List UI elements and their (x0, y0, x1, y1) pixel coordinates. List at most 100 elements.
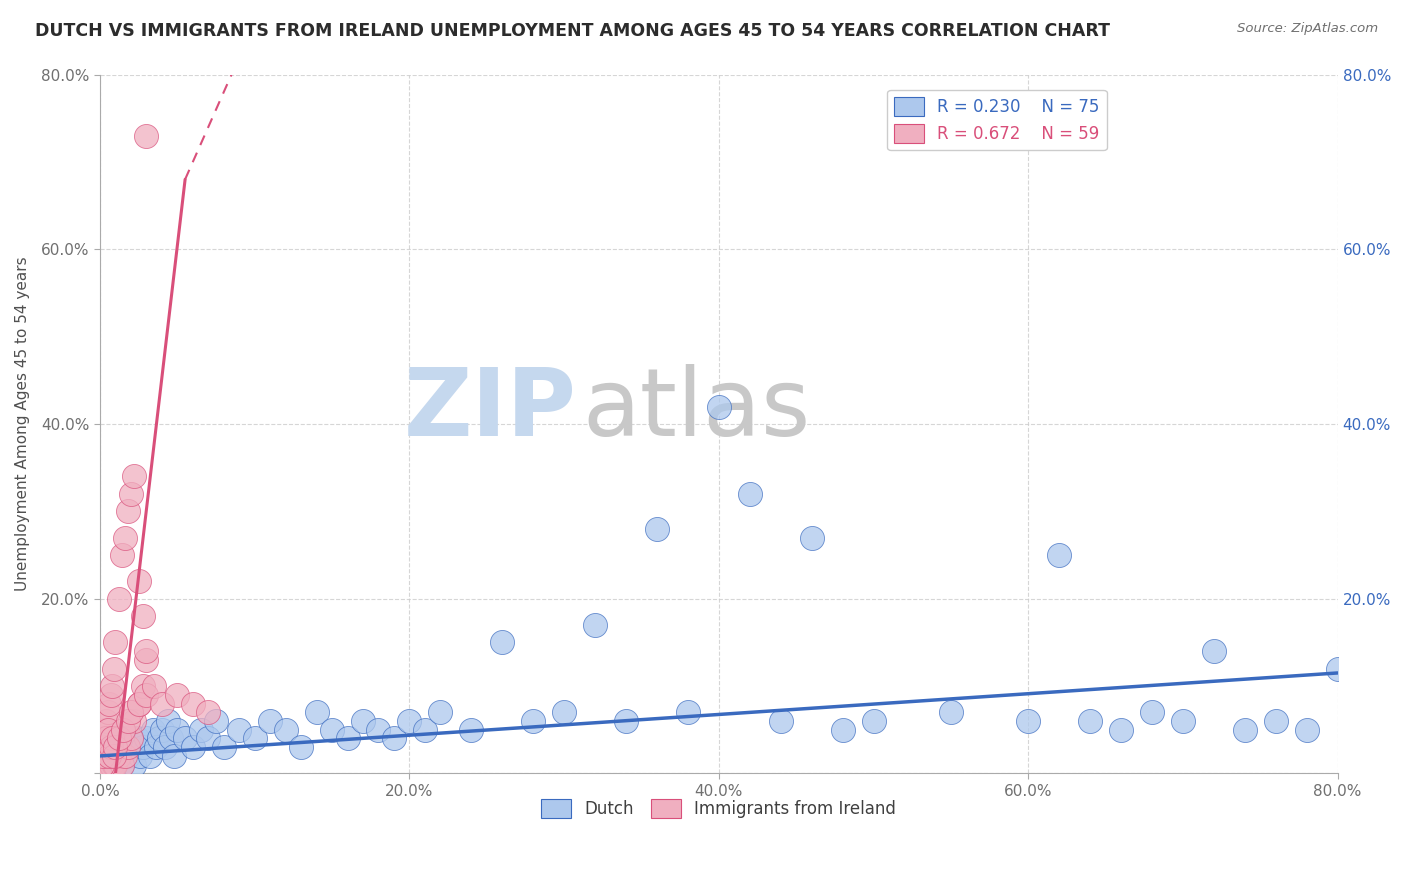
Point (352, 714, 374, 728)
Point (90, 740, 112, 755)
Point (103, 748, 125, 763)
Point (98, 748, 121, 763)
Point (101, 740, 124, 755)
Point (491, 635, 513, 649)
Point (104, 635, 127, 649)
Point (290, 740, 312, 755)
Text: atlas: atlas (582, 364, 811, 456)
Text: DUTCH VS IMMIGRANTS FROM IRELAND UNEMPLOYMENT AMONG AGES 45 TO 54 YEARS CORRELAT: DUTCH VS IMMIGRANTS FROM IRELAND UNEMPLO… (35, 22, 1111, 40)
Point (135, 688, 157, 702)
Point (143, 679, 166, 693)
Point (122, 714, 145, 728)
Point (91, 757, 114, 772)
Point (181, 740, 204, 755)
Point (243, 731, 266, 746)
Point (129, 748, 152, 763)
Point (128, 574, 150, 589)
Point (150, 723, 173, 737)
Point (91, 731, 114, 746)
Text: ZIP: ZIP (404, 364, 576, 456)
Point (460, 723, 482, 737)
Point (614, 714, 637, 728)
Point (1017, 714, 1039, 728)
Point (148, 731, 170, 746)
Point (97, 740, 120, 755)
Point (228, 723, 250, 737)
Point (132, 609, 155, 624)
Point (117, 740, 139, 755)
Point (103, 662, 125, 676)
Point (142, 723, 165, 737)
Point (939, 706, 962, 720)
Point (120, 731, 142, 746)
Point (676, 706, 699, 720)
Point (101, 731, 124, 746)
Point (135, 128, 157, 143)
Point (100, 688, 122, 702)
Point (135, 731, 157, 746)
Point (1326, 662, 1348, 676)
Point (100, 757, 122, 772)
Point (98, 757, 121, 772)
Point (163, 748, 186, 763)
Point (96, 757, 118, 772)
Point (132, 740, 155, 755)
Point (98, 697, 121, 711)
Point (205, 714, 228, 728)
Point (166, 688, 188, 702)
Point (128, 697, 150, 711)
Point (100, 740, 122, 755)
Point (1109, 723, 1132, 737)
Point (104, 748, 127, 763)
Point (107, 731, 129, 746)
Point (107, 740, 129, 755)
Point (181, 697, 204, 711)
Point (91, 748, 114, 763)
Point (413, 723, 436, 737)
Point (132, 679, 155, 693)
Point (96, 757, 118, 772)
Point (114, 748, 136, 763)
Point (96, 714, 118, 728)
Point (114, 731, 136, 746)
Point (1078, 714, 1101, 728)
Point (1295, 723, 1317, 737)
Point (112, 723, 135, 737)
Point (97, 757, 120, 772)
Point (259, 714, 281, 728)
Point (128, 697, 150, 711)
Point (1202, 644, 1225, 658)
Point (101, 679, 124, 693)
Point (111, 757, 134, 772)
Point (120, 740, 142, 755)
Point (398, 714, 420, 728)
Point (104, 757, 127, 772)
Point (103, 757, 125, 772)
Point (157, 714, 180, 728)
Point (153, 740, 176, 755)
Point (93, 740, 115, 755)
Point (1264, 714, 1286, 728)
Point (117, 714, 139, 728)
Point (429, 706, 451, 720)
Point (367, 723, 389, 737)
Point (197, 706, 219, 720)
Point (120, 706, 142, 720)
Point (101, 748, 124, 763)
Point (145, 740, 167, 755)
Point (166, 723, 188, 737)
Point (93, 723, 115, 737)
Point (1233, 723, 1256, 737)
Point (174, 731, 197, 746)
Point (800, 531, 823, 545)
Point (114, 531, 136, 545)
Point (91, 757, 114, 772)
Point (583, 618, 606, 632)
Point (150, 697, 173, 711)
Point (93, 748, 115, 763)
Point (1140, 706, 1163, 720)
Point (382, 731, 405, 746)
Text: Source: ZipAtlas.com: Source: ZipAtlas.com (1237, 22, 1378, 36)
Point (645, 522, 668, 536)
Point (1171, 714, 1194, 728)
